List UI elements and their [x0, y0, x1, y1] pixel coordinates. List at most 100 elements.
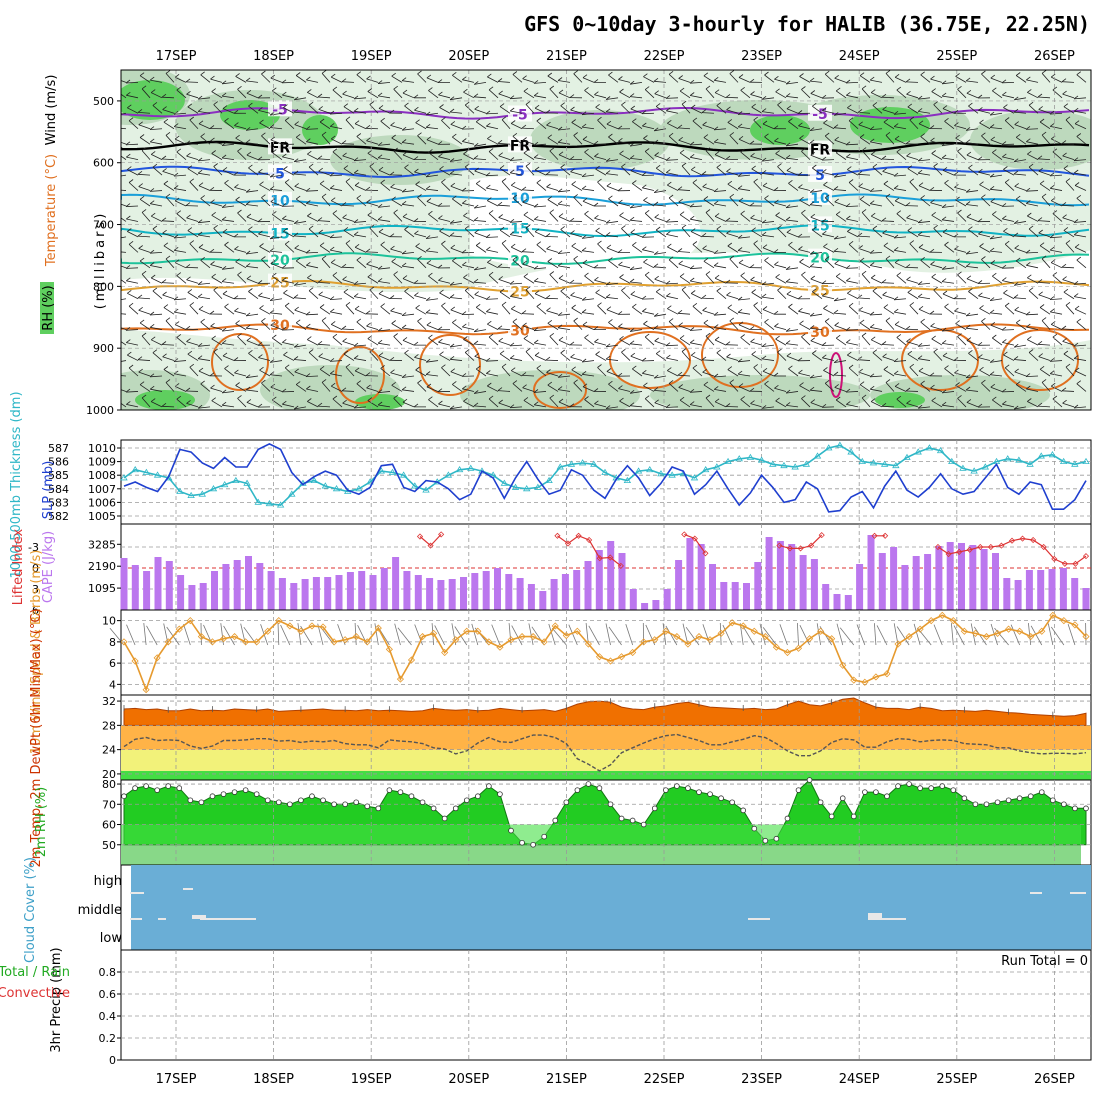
- wind-barb: [330, 249, 343, 253]
- wind-barb-flag: [1039, 365, 1045, 370]
- wind-barb: [474, 356, 487, 361]
- wind-barb: [1073, 221, 1087, 223]
- wind-barb: [907, 106, 919, 114]
- wind-barb: [845, 267, 859, 269]
- cape-bar: [810, 559, 818, 610]
- wind-barb-flag: [533, 154, 539, 158]
- wind-barb: [438, 218, 451, 222]
- wind-barb-flag: [942, 228, 948, 233]
- wind-barb-flag: [356, 380, 362, 385]
- wind-barb: [128, 305, 139, 315]
- wind-barb-flag: [761, 95, 767, 100]
- wind-barb-flag: [366, 75, 371, 80]
- axis-tick-label: 1008: [88, 469, 116, 482]
- wind-barb-flag: [173, 234, 179, 239]
- wind-barb-flag: [417, 255, 422, 260]
- wind-barb-flag: [261, 70, 266, 75]
- li-point: [1030, 536, 1037, 544]
- wind-barb: [176, 151, 187, 160]
- wind-barb-flag: [425, 111, 431, 116]
- wind-barb-flag: [417, 379, 422, 384]
- wind-barb-flag: [1074, 305, 1080, 310]
- wind-barb-flag: [441, 302, 446, 307]
- cape-bar: [245, 556, 252, 610]
- wind-barb: [738, 236, 751, 239]
- wind-barb: [378, 231, 391, 238]
- wind-barb-flag: [666, 107, 671, 112]
- wind-barb-flag: [738, 383, 744, 387]
- wind-barb: [681, 289, 691, 299]
- wind-barb: [681, 165, 691, 176]
- wind-barb: [1002, 218, 1015, 222]
- wind-barb-flag: [319, 365, 325, 370]
- wind-barb: [441, 243, 451, 253]
- wind-barb: [812, 167, 823, 176]
- wind-barb: [764, 198, 775, 207]
- wind-barb-flag: [617, 249, 623, 253]
- wind-barb-flag: [833, 186, 839, 190]
- wind-barb: [187, 106, 199, 114]
- wind-barb: [918, 282, 931, 285]
- wind-barb: [261, 73, 271, 83]
- wind-barb-flag: [941, 216, 947, 221]
- wind-barb: [679, 399, 691, 408]
- wind-barb: [402, 313, 415, 316]
- wind-barb: [501, 304, 511, 315]
- wind-barb: [234, 372, 247, 377]
- wind-barb-flag: [1073, 280, 1079, 285]
- wind-barb-flag: [944, 303, 949, 308]
- wind-barb-flag: [941, 401, 947, 406]
- isotherm-closed: [1001, 329, 1079, 391]
- wind-barb-flag: [859, 72, 865, 77]
- wind-barb-flag: [272, 272, 277, 277]
- wind-barb-flag: [812, 288, 817, 293]
- wind-barb-flag: [452, 195, 457, 200]
- wind-barb-flag: [1015, 72, 1021, 76]
- wind-barb: [883, 121, 895, 130]
- wind-barb: [1038, 232, 1051, 238]
- wind-barb-flag: [859, 319, 865, 324]
- wind-barb-flag: [474, 167, 479, 172]
- wind-barb-flag: [1061, 202, 1067, 206]
- wind-barb: [834, 325, 847, 331]
- wind-barb: [438, 403, 451, 408]
- wind-barb: [786, 391, 799, 394]
- thickness-point: [701, 465, 710, 473]
- wind-barb: [644, 151, 655, 160]
- wind-barb: [642, 372, 655, 377]
- wind-barb-flag: [644, 148, 650, 152]
- wind-barb-flag: [163, 366, 169, 370]
- thickness-point: [332, 485, 341, 492]
- wind-barb: [1061, 328, 1075, 331]
- wind-barb: [426, 374, 439, 377]
- wind-barb: [944, 306, 955, 315]
- wind-barb-flag: [1063, 165, 1069, 169]
- wind-barb-flag: [293, 405, 299, 410]
- wind-barb: [321, 134, 331, 145]
- wind-barb-flag: [536, 117, 542, 122]
- wind-barb-flag: [835, 149, 841, 154]
- wind-barb-flag: [605, 157, 611, 162]
- rh2m-point: [452, 805, 459, 812]
- wind-barb-flag: [677, 371, 683, 376]
- wind-barb-flag: [390, 183, 395, 188]
- wind-barb: [654, 313, 667, 317]
- wind-barb-flag: [417, 317, 422, 322]
- wind-barb: [630, 267, 643, 271]
- wind-barb: [307, 153, 319, 160]
- wind-barb-flag: [353, 231, 359, 236]
- wind-barb: [909, 366, 919, 377]
- wind10m-point: [739, 622, 747, 630]
- rh2m-point: [320, 797, 326, 804]
- wind-barb: [966, 251, 979, 255]
- wind-barb-flag: [356, 133, 362, 137]
- wind-barb: [834, 139, 847, 145]
- wind-barb-flag: [417, 194, 422, 198]
- wind-barb: [198, 172, 211, 176]
- wind-barb-flag: [846, 153, 851, 158]
- wind-barb-flag: [501, 116, 507, 121]
- cape-bar: [1048, 569, 1056, 610]
- wind-barb: [501, 181, 511, 191]
- wind-barb-flag: [329, 123, 335, 127]
- wind-barb: [1027, 215, 1039, 222]
